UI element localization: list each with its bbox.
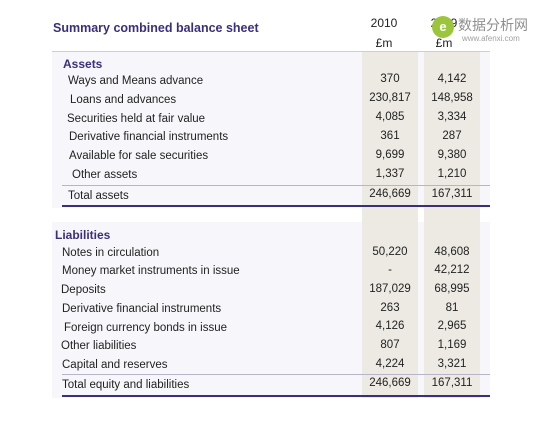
value-2009: 2,965 [437, 320, 467, 332]
table-title: Summary combined balance sheet [53, 21, 259, 35]
value-2009: 3,321 [437, 358, 467, 370]
row-label: Loans and advances [70, 94, 177, 106]
value-2009: 287 [442, 130, 462, 142]
liabilities-total-rule-bottom [62, 395, 490, 397]
value-2010: 187,029 [369, 283, 411, 295]
column-2010-unit: £m [375, 36, 393, 50]
row-label: Derivative financial instruments [62, 303, 222, 315]
total-value-2010: 246,669 [369, 377, 411, 389]
column-2010-year: 2010 [370, 16, 398, 30]
value-2010: 370 [380, 73, 400, 85]
value-2010: 4,126 [375, 320, 405, 332]
row-label: Ways and Means advance [68, 75, 204, 87]
watermark-circle-icon: e [432, 16, 454, 38]
row-label: Capital and reserves [62, 359, 168, 371]
row-label: Derivative financial instruments [69, 131, 229, 143]
liabilities-heading: Liabilities [55, 228, 111, 242]
value-2009: 1,169 [437, 339, 467, 351]
total-value-2010: 246,669 [369, 188, 411, 200]
value-2009: 42,212 [434, 264, 470, 276]
row-label: Other liabilities [61, 340, 137, 352]
value-2009: 4,142 [437, 73, 467, 85]
row-label: Available for sale securities [69, 150, 209, 162]
value-2010: 230,817 [369, 92, 411, 104]
header-rule [52, 51, 490, 52]
total-value-2009: 167,311 [431, 188, 473, 200]
value-2009: 9,380 [437, 149, 467, 161]
value-2009: 1,210 [437, 168, 467, 180]
value-2009: 81 [445, 302, 459, 314]
total-value-2009: 167,311 [431, 377, 473, 389]
assets-heading: Assets [63, 57, 103, 71]
value-2010: 1,337 [375, 168, 405, 180]
watermark-text: 数据分析网 [458, 17, 528, 33]
column-2010-shading [362, 52, 418, 398]
value-2010: - [388, 264, 392, 276]
value-2010: 50,220 [372, 246, 408, 258]
watermark-logo: e 数据分析网 www.afenxi.com [432, 14, 544, 46]
value-2010: 807 [380, 339, 400, 351]
column-2009-shading [424, 52, 480, 398]
watermark-url: www.afenxi.com [462, 34, 520, 43]
row-label: Securities held at fair value [67, 113, 206, 125]
row-label: Notes in circulation [62, 247, 160, 259]
liabilities-total-rule-top [62, 374, 490, 375]
value-2010: 9,699 [375, 149, 405, 161]
row-label: Foreign currency bonds in issue [64, 322, 227, 334]
assets-total-rule-bottom [62, 205, 490, 207]
total-label: Total assets [68, 190, 129, 202]
column-2009-unit: £m [435, 36, 453, 50]
value-2010: 263 [380, 302, 400, 314]
value-2009: 148,958 [431, 92, 473, 104]
value-2010: 361 [380, 130, 400, 142]
row-label: Deposits [61, 284, 106, 296]
assets-total-rule-top [62, 185, 490, 186]
value-2009: 48,608 [434, 246, 470, 258]
total-label: Total equity and liabilities [62, 379, 190, 391]
value-2009: 3,334 [437, 111, 467, 123]
value-2010: 4,085 [375, 111, 405, 123]
value-2009: 68,995 [434, 283, 470, 295]
row-label: Other assets [72, 169, 138, 181]
row-label: Money market instruments in issue [62, 265, 240, 277]
value-2010: 4,224 [375, 358, 405, 370]
